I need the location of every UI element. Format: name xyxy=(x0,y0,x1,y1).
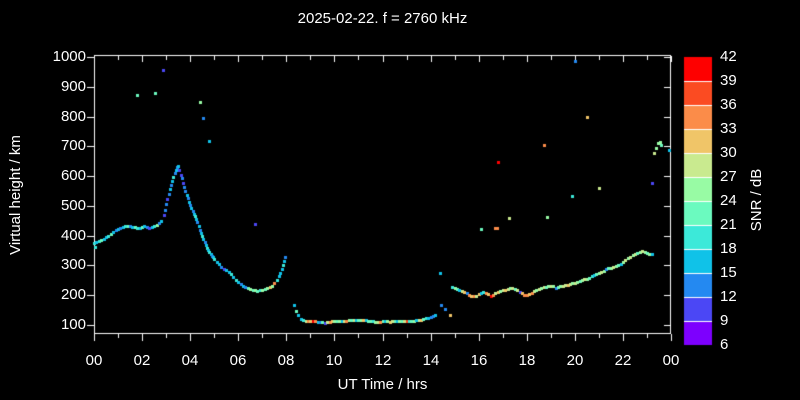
colorbar-tick-label: 27 xyxy=(720,168,737,185)
y-tick-label: 900 xyxy=(60,78,86,95)
colorbar-tick-label: 9 xyxy=(720,312,729,329)
y-tick-label: 500 xyxy=(60,197,86,214)
colorbar-tick-label: 33 xyxy=(720,120,737,137)
y-tick-label: 100 xyxy=(60,316,86,333)
x-tick-label: 04 xyxy=(181,352,199,369)
y-tick-label: 800 xyxy=(60,108,86,125)
colorbar-tick-label: 6 xyxy=(720,336,729,353)
y-tick-label: 200 xyxy=(60,286,86,303)
x-tick-label: 10 xyxy=(325,352,343,369)
y-tick-label: 300 xyxy=(60,256,86,273)
x-tick-label: 08 xyxy=(277,352,295,369)
colorbar-tick-label: 30 xyxy=(720,144,737,161)
y-axis-title: Virtual height / km xyxy=(7,135,24,255)
x-tick-label: 06 xyxy=(229,352,247,369)
x-tick-label: 18 xyxy=(518,352,536,369)
colorbar-tick-label: 42 xyxy=(720,48,737,65)
x-tick-label: 20 xyxy=(566,352,584,369)
x-axis-title: UT Time / hrs xyxy=(337,376,428,393)
x-tick-label: 16 xyxy=(470,352,488,369)
x-tick-label: 22 xyxy=(614,352,632,369)
x-tick-label: 00 xyxy=(662,352,680,369)
x-tick-label: 00 xyxy=(85,352,103,369)
colorbar-tick-label: 39 xyxy=(720,72,737,89)
x-tick-label: 14 xyxy=(422,352,440,369)
colorbar-tick-label: 12 xyxy=(720,288,737,305)
y-tick-label: 1000 xyxy=(52,48,86,65)
colorbar-tick-label: 24 xyxy=(720,192,737,209)
x-tick-label: 12 xyxy=(374,352,392,369)
colorbar-tick-label: 18 xyxy=(720,240,737,257)
y-tick-label: 600 xyxy=(60,167,86,184)
x-tick-label: 02 xyxy=(133,352,151,369)
colorbar-tick-label: 21 xyxy=(720,216,737,233)
colorbar-tick-label: 15 xyxy=(720,264,737,281)
y-tick-label: 700 xyxy=(60,137,86,154)
colorbar-tick-label: 36 xyxy=(720,96,737,113)
chart-title: 2025-02-22. f = 2760 kHz xyxy=(297,10,468,27)
y-tick-label: 400 xyxy=(60,227,86,244)
